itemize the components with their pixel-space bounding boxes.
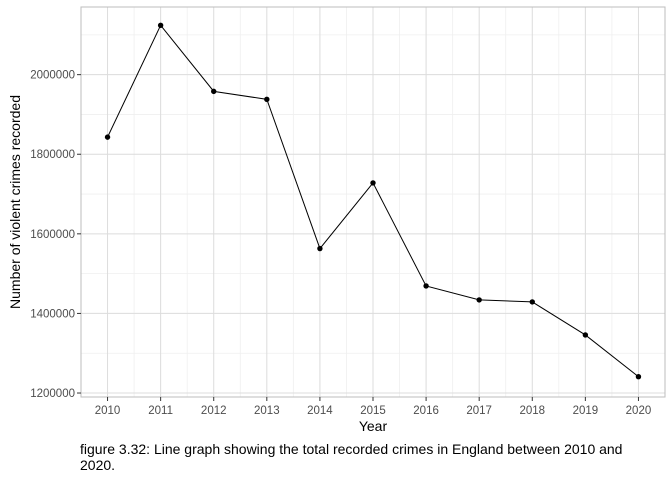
data-point: [264, 96, 270, 103]
series-point-group: [104, 22, 642, 380]
x-tick-label: 2011: [148, 405, 173, 417]
y-tick-label: 1600000: [30, 229, 75, 241]
data-point: [529, 299, 535, 305]
data-point: [370, 180, 376, 186]
line-chart: 2010 2011 2012 2013 2014 2015 2016 2017 2018 2019…: [7, 6, 666, 434]
data-point: [104, 134, 111, 140]
figure-caption: figure 3.32: Line graph showing the tota…: [80, 441, 623, 473]
data-point: [317, 245, 323, 252]
x-axis-tick-labels: 2010 2011 2012 2013 2014 2015 2016 2017 2018 2019…: [95, 405, 652, 417]
data-point: [211, 88, 217, 95]
x-tick-label: 2013: [254, 405, 280, 417]
data-point: [582, 332, 589, 338]
data-point: [635, 374, 642, 380]
x-axis-ticks: [107, 397, 639, 401]
data-point: [157, 22, 164, 29]
y-tick-label: 1800000: [30, 149, 75, 161]
major-gridlines: [81, 7, 665, 397]
y-axis-tick-labels: 1200000 1400000 1600000 1800000 2000000: [30, 70, 75, 400]
data-point: [476, 297, 482, 303]
x-tick-label: 2017: [466, 405, 492, 417]
y-axis-ticks: [77, 74, 81, 394]
x-tick-label: 2015: [360, 405, 386, 417]
y-tick-label: 1400000: [30, 308, 75, 320]
x-tick-label: 2016: [413, 405, 439, 417]
x-tick-label: 2014: [307, 405, 333, 417]
y-tick-label: 2000000: [30, 70, 75, 82]
x-tick-label: 2010: [95, 405, 121, 417]
y-tick-label: 1200000: [30, 388, 75, 400]
x-tick-label: 2012: [201, 405, 227, 417]
data-point: [423, 283, 429, 289]
x-axis-title: Year: [359, 418, 388, 434]
x-tick-label: 2018: [519, 405, 545, 417]
y-axis-title: Number of violent crimes recorded: [7, 95, 23, 309]
x-tick-label: 2020: [626, 405, 652, 417]
x-tick-label: 2019: [573, 405, 599, 417]
